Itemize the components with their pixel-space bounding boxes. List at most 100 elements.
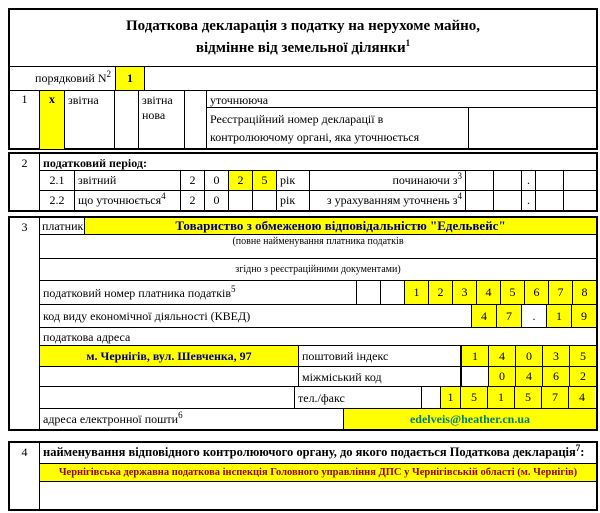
payer-name-cell[interactable]: Товариство з обмеженою відповідальністю …	[84, 218, 596, 234]
footnote-4: 4	[457, 191, 463, 201]
tax-period-header: податковий період:	[40, 154, 596, 171]
serial-number-value-cell[interactable]: 1	[115, 67, 145, 90]
utochnyuyucha-checkbox-cell[interactable]	[185, 91, 207, 149]
payer-label: платник:	[42, 219, 84, 233]
tax-number-cell[interactable]: 5	[500, 280, 524, 305]
tax-number-cell[interactable]: 1	[404, 280, 428, 305]
phone-cell[interactable]: 4	[568, 387, 595, 408]
date-dot-cell: .	[521, 191, 535, 210]
address-row: м. Чернігів, вул. Шевченка, 97 поштовий …	[40, 346, 596, 367]
row-2-1-number: 2.1	[40, 171, 75, 190]
section3-number: 3	[10, 218, 40, 429]
kved-cell[interactable]: 9	[571, 305, 596, 328]
city-code-row: міжміський код 0 4 6 2	[40, 367, 596, 387]
footnote-7: 7	[575, 443, 581, 453]
kved-cell[interactable]: 1	[546, 305, 571, 328]
start-date-cell[interactable]	[563, 171, 596, 190]
clarified-period-row: 2.2 що уточнюється4 2 0 рік з урахування…	[40, 191, 596, 210]
zvitna-checkbox-cell[interactable]: х	[40, 91, 65, 149]
phone-label: тел./факс	[295, 387, 422, 408]
start-date-cell[interactable]	[465, 171, 493, 190]
year-digit-cell[interactable]: 0	[205, 171, 229, 190]
tax-number-cell[interactable]	[380, 280, 404, 305]
zvitna-nova-label: звітна нова	[139, 91, 185, 149]
header-table: Податкова декларація з податку на нерухо…	[8, 8, 598, 150]
city-code-label: міжміський код	[299, 367, 461, 386]
zvitna-nova-checkbox-cell[interactable]	[115, 91, 139, 149]
postal-code-cell[interactable]: 0	[515, 346, 542, 366]
tax-number-cell[interactable]: 2	[428, 280, 452, 305]
city-code-cell[interactable]: 0	[488, 367, 515, 386]
city-code-cell[interactable]	[461, 367, 488, 386]
postal-code-cell[interactable]: 1	[461, 346, 488, 366]
phone-cell[interactable]: 7	[541, 387, 568, 408]
clarif-date-cell[interactable]	[563, 191, 596, 210]
footnote-5: 5	[231, 283, 236, 294]
footnote-2: 2	[106, 69, 112, 79]
email-label: адреса електронної пошти6	[40, 409, 344, 429]
phone-cell[interactable]: 5	[460, 387, 487, 408]
kved-label: код виду економічної діяльності (КВЕД)	[43, 309, 251, 324]
postal-code-cell[interactable]: 5	[569, 346, 596, 366]
clarified-period-label: що уточнюється4	[75, 191, 181, 210]
year-digit-cell[interactable]: 2	[181, 191, 205, 210]
payer-row: платник: Товариство з обмеженою відповід…	[40, 218, 596, 235]
clarif-date-cell[interactable]	[465, 191, 493, 210]
start-date-cell[interactable]	[493, 171, 521, 190]
clarif-date-cell[interactable]	[535, 191, 563, 210]
payer-table: 3 платник: Товариство з обмеженою відпов…	[8, 216, 598, 431]
utochnyuyucha-label: уточнююча	[207, 91, 596, 108]
footnote-6: 6	[178, 410, 183, 420]
email-value-cell[interactable]: edelveis@heather.cn.ua	[344, 409, 596, 429]
tax-number-row: податковий номер платника податків5 1 2 …	[40, 280, 596, 306]
city-code-cell[interactable]: 6	[542, 367, 569, 386]
phone-cell[interactable]	[422, 387, 440, 408]
phone-cell[interactable]: 5	[514, 387, 541, 408]
phone-cell[interactable]: 1	[487, 387, 514, 408]
tax-number-cell[interactable]: 3	[452, 280, 476, 305]
tax-number-cell[interactable]	[356, 280, 380, 305]
postal-code-label: поштовий індекс	[299, 346, 461, 366]
tax-address-header: податкова адреса	[40, 328, 596, 346]
postal-code-cell[interactable]: 3	[542, 346, 569, 366]
serial-number-row: порядковий N2 1	[10, 67, 596, 91]
kved-dot-cell: .	[521, 305, 546, 328]
kved-row: код виду економічної діяльності (КВЕД) 4…	[40, 305, 596, 329]
clarif-date-cell[interactable]	[493, 191, 521, 210]
year-digit-cell[interactable]: 0	[205, 191, 229, 210]
payer-fullname-note: (повне найменування платника податків	[40, 235, 596, 259]
address-value-cell[interactable]: м. Чернігів, вул. Шевченка, 97	[40, 346, 299, 366]
reg-number-label: Реєстраційний номер декларації в контрол…	[207, 107, 469, 149]
year-digit-cell[interactable]: 5	[253, 171, 277, 190]
zvitna-label: звітна	[65, 91, 115, 149]
footnote-3: 3	[457, 171, 463, 181]
year-digit-cell[interactable]: 2	[181, 171, 205, 190]
tax-number-cell[interactable]: 8	[572, 280, 596, 305]
address-row-empty	[40, 387, 295, 408]
reg-number-input-cell[interactable]	[469, 108, 596, 149]
tax-number-label: податковий номер платника податків5	[43, 283, 236, 300]
authority-empty-row[interactable]	[40, 482, 596, 509]
with-clarifications-label: з урахуванням уточнень з4	[326, 191, 463, 208]
row-2-2-number: 2.2	[40, 191, 75, 210]
year-digit-cell[interactable]: 2	[229, 171, 253, 190]
tax-number-cell[interactable]: 6	[524, 280, 548, 305]
starting-from-label: починаючи з3	[392, 171, 463, 188]
kved-cell[interactable]: 7	[496, 305, 521, 328]
postal-code-cell[interactable]: 4	[488, 346, 515, 366]
phone-cell[interactable]: 1	[440, 387, 460, 408]
city-code-cell[interactable]: 2	[569, 367, 596, 386]
city-code-cell[interactable]: 4	[515, 367, 542, 386]
year-digit-cell[interactable]	[229, 191, 253, 210]
tax-number-cell[interactable]: 7	[548, 280, 572, 305]
email-row: адреса електронної пошти6 edelveis@heath…	[40, 409, 596, 429]
form-title-line2: відмінне від земельної ділянки1	[195, 38, 411, 57]
authority-name-cell[interactable]: Чернігівська державна податкова інспекці…	[40, 464, 596, 482]
declaration-type-row: 1 х звітна звітна нова уточнююча Реєстра…	[10, 91, 596, 149]
start-date-cell[interactable]	[535, 171, 563, 190]
section1-number: 1	[10, 91, 40, 149]
year-digit-cell[interactable]	[253, 191, 277, 210]
kved-cell[interactable]: 4	[471, 305, 496, 328]
phone-row: тел./факс 1 5 1 5 7 4	[40, 387, 596, 409]
tax-number-cell[interactable]: 4	[476, 280, 500, 305]
